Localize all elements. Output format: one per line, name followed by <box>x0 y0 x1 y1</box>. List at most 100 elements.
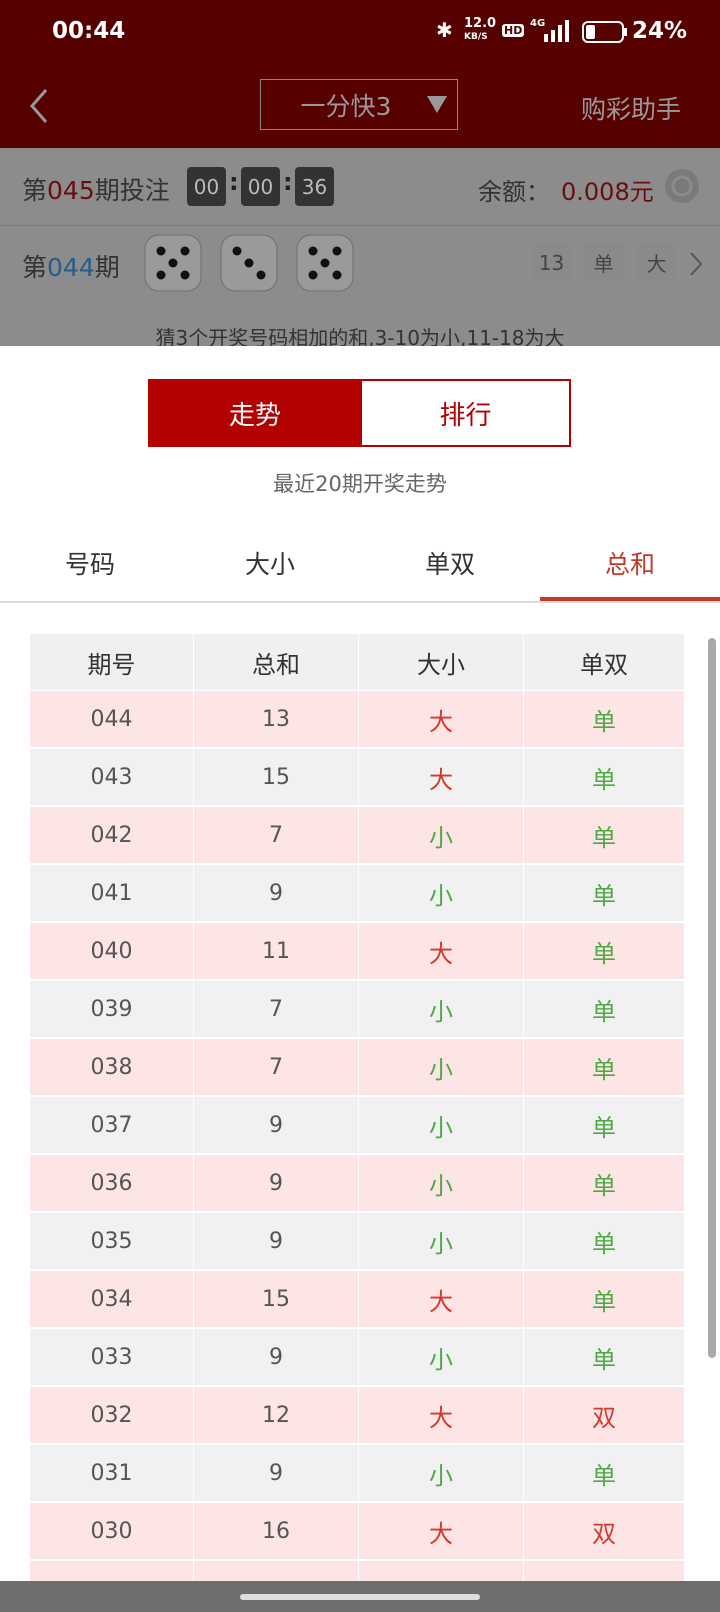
dropdown-arrow <box>427 96 447 113</box>
table-cell: 15 <box>194 749 358 805</box>
tab[interactable]: 号码 <box>64 550 115 579</box>
battery-icon <box>582 21 627 43</box>
current-row <box>0 148 720 226</box>
table-cell: 037 <box>30 1097 193 1153</box>
countdown-hours: 00 <box>187 167 226 206</box>
table-cell: 单 <box>524 1271 684 1327</box>
die <box>144 234 202 292</box>
table-cell: 小 <box>359 1097 523 1153</box>
battery-level: 24% <box>632 18 688 44</box>
rule-bar <box>0 302 720 346</box>
table-cell: 单 <box>524 1329 684 1385</box>
table-cell: 16 <box>194 1503 358 1559</box>
table-cell: 15 <box>194 1271 358 1327</box>
table-cell: 单 <box>524 1445 684 1501</box>
signal-icon <box>544 20 569 42</box>
hd-icon: HD <box>502 24 525 37</box>
clock: 00:44 <box>52 18 126 44</box>
table-cell: 034 <box>30 1271 193 1327</box>
table-cell: 9 <box>194 1155 358 1211</box>
table-cell: 大 <box>359 1387 523 1443</box>
prefix: 第 <box>22 253 48 282</box>
countdown-seconds: 36 <box>295 167 334 206</box>
scrollbar <box>708 638 716 1358</box>
more-arrow[interactable] <box>688 250 704 278</box>
table-cell: 12 <box>194 1387 358 1443</box>
table-cell: 9 <box>194 865 358 921</box>
table-cell: 9 <box>194 1445 358 1501</box>
table-cell: 038 <box>30 1039 193 1095</box>
table-cell: 单 <box>524 923 684 979</box>
table-cell: 7 <box>194 1039 358 1095</box>
die <box>296 234 354 292</box>
table-cell: 小 <box>359 1329 523 1385</box>
last-issue: 第044期 <box>22 248 120 284</box>
size-badge: 大 <box>637 243 676 282</box>
table-cell: 7 <box>194 807 358 863</box>
issue: 045 <box>47 176 95 205</box>
table-cell: 大 <box>359 691 523 747</box>
header-bg <box>0 0 720 148</box>
table-cell: 单 <box>524 981 684 1037</box>
dice <box>144 234 354 292</box>
table-cell: 小 <box>359 807 523 863</box>
current-issue: 第045期投注 <box>22 171 170 207</box>
table-cell: 043 <box>30 749 193 805</box>
table-cell: 036 <box>30 1155 193 1211</box>
tab[interactable]: 单双 <box>424 550 475 579</box>
table-cell: 033 <box>30 1329 193 1385</box>
tab-indicator <box>540 597 720 601</box>
die <box>220 234 278 292</box>
table-cell: 044 <box>30 691 193 747</box>
header-cell: 大小 <box>359 634 523 690</box>
table-cell: 双 <box>524 1503 684 1559</box>
segment[interactable]: 排行 <box>362 379 571 447</box>
network: 4G <box>530 18 546 29</box>
table-cell: 单 <box>524 691 684 747</box>
table-cell: 大 <box>359 1271 523 1327</box>
table-cell: 030 <box>30 1503 193 1559</box>
refresh-button[interactable] <box>664 168 700 204</box>
table-cell: 040 <box>30 923 193 979</box>
speed-unit: KB/S <box>464 32 488 42</box>
suffix: 期 <box>94 253 120 282</box>
table-cell: 单 <box>524 749 684 805</box>
balance-label: 余额： <box>478 178 550 206</box>
table-cell: 单 <box>524 1039 684 1095</box>
helper-link[interactable]: 购彩助手 <box>581 95 682 124</box>
subtitle: 最近20期开奖走势 <box>273 472 447 496</box>
table-cell: 单 <box>524 865 684 921</box>
tab-divider <box>0 601 720 603</box>
table-cell: 031 <box>30 1445 193 1501</box>
table-cell: 单 <box>524 1213 684 1269</box>
table-cell: 9 <box>194 1097 358 1153</box>
table-cell: 小 <box>359 1213 523 1269</box>
home-indicator[interactable] <box>240 1594 480 1600</box>
table-cell: 小 <box>359 865 523 921</box>
table-cell: 035 <box>30 1213 193 1269</box>
table-cell: 041 <box>30 865 193 921</box>
balance: 0.008元 <box>561 178 654 206</box>
table-cell: 大 <box>359 749 523 805</box>
table-cell: 小 <box>359 1155 523 1211</box>
game-selector[interactable]: 一分快3 <box>260 79 458 130</box>
table-cell: 042 <box>30 807 193 863</box>
table-cell: 大 <box>359 1503 523 1559</box>
table-cell: 单 <box>524 807 684 863</box>
table-cell: 大 <box>359 923 523 979</box>
colon: : <box>283 168 293 196</box>
table-cell: 小 <box>359 981 523 1037</box>
table-cell: 小 <box>359 1039 523 1095</box>
net-speed: 12.0 KB/S <box>464 17 496 43</box>
header-cell: 期号 <box>30 634 193 690</box>
tab[interactable]: 大小 <box>244 550 295 579</box>
table-cell: 039 <box>30 981 193 1037</box>
tab-active[interactable]: 总和 <box>604 550 655 579</box>
header-cell: 总和 <box>194 634 358 690</box>
segment-active[interactable]: 走势 <box>148 379 362 447</box>
table-cell: 9 <box>194 1329 358 1385</box>
back-button[interactable] <box>26 86 54 126</box>
countdown-minutes: 00 <box>241 167 280 206</box>
table-cell: 单 <box>524 1097 684 1153</box>
